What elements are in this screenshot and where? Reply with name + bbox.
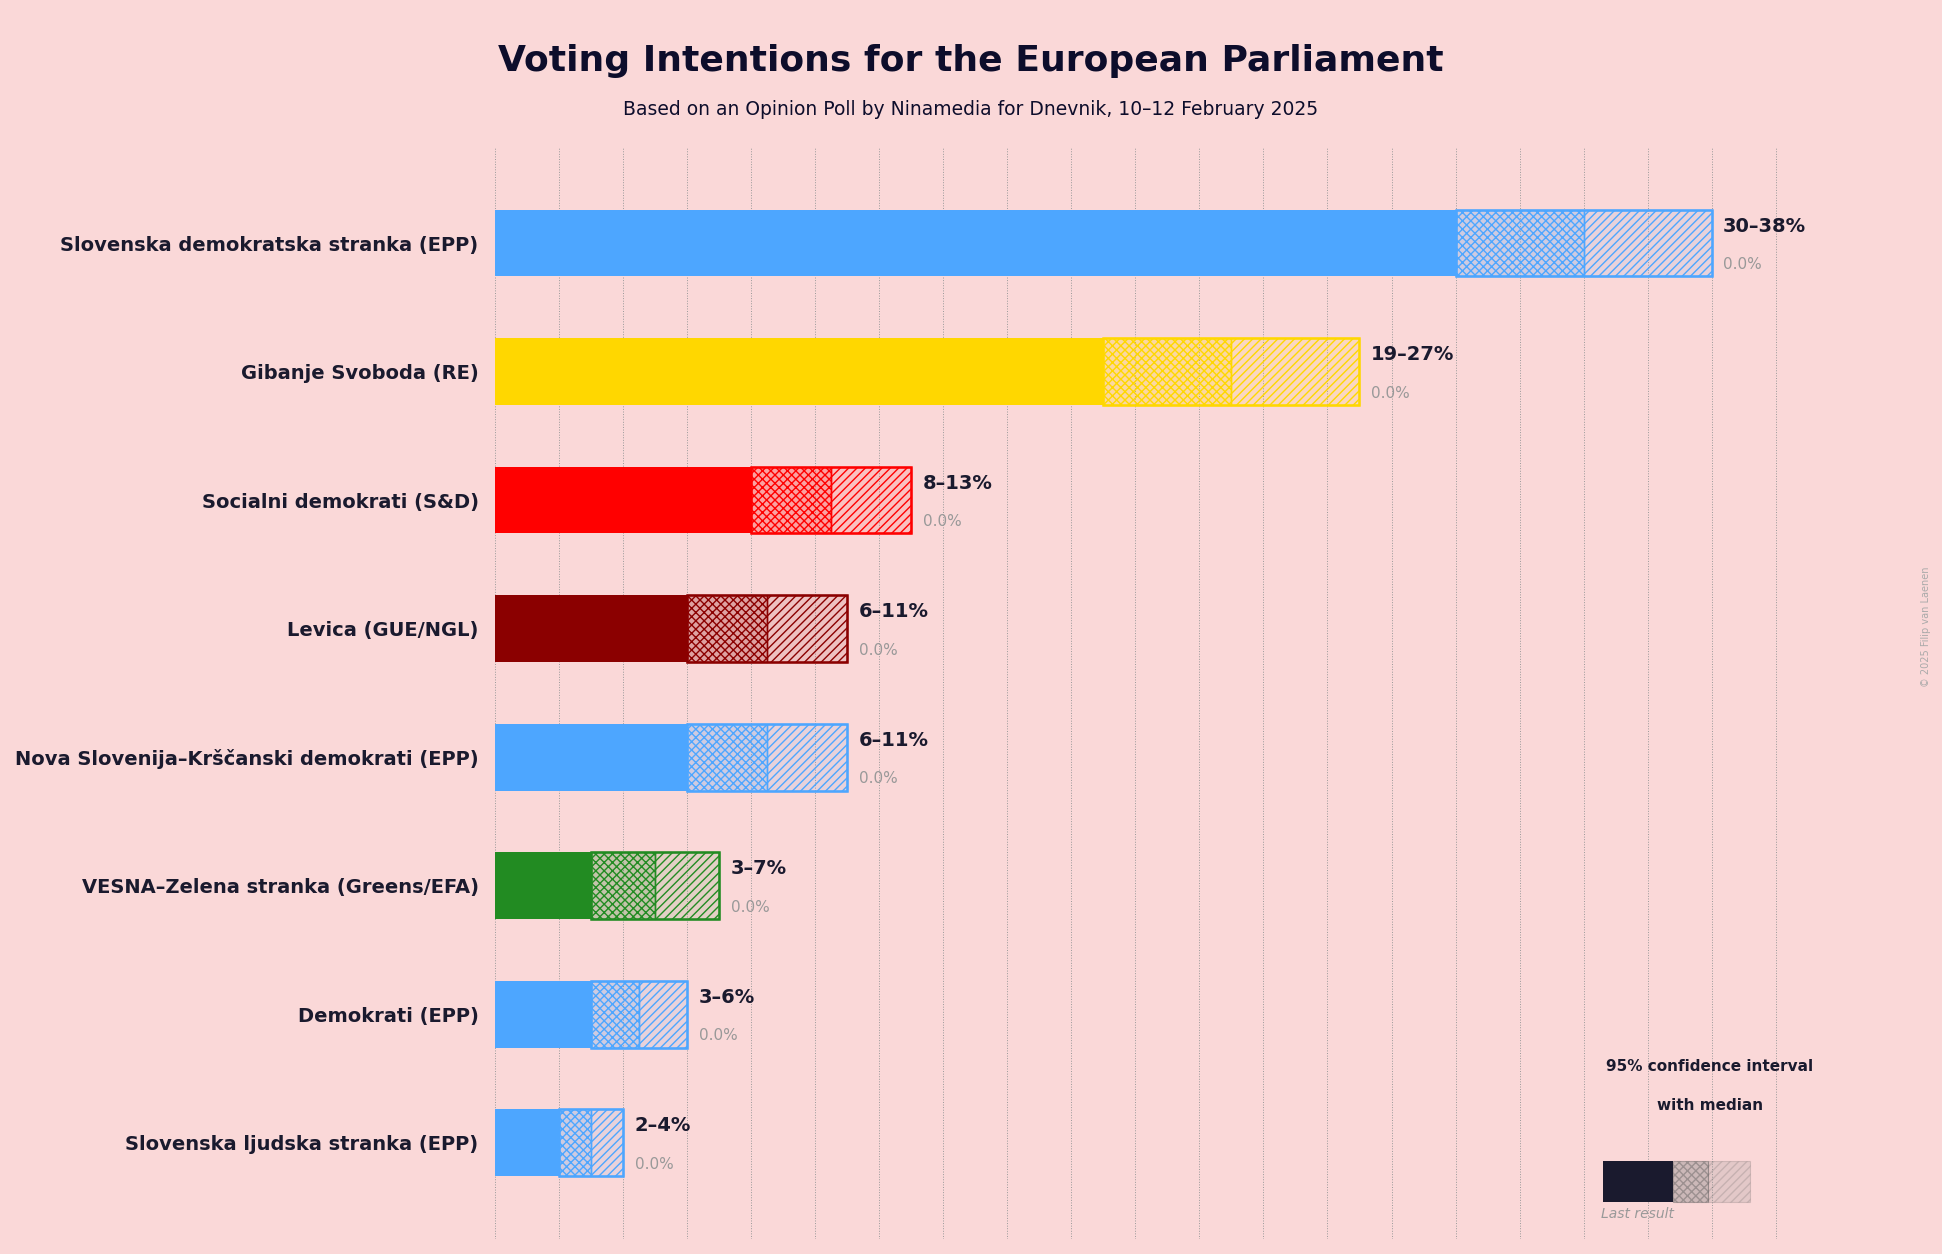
Bar (752, 466, 831, 533)
Text: 0.0%: 0.0% (1723, 257, 1761, 272)
Bar (1103, 339, 1231, 405)
Bar (1583, 209, 1711, 276)
Bar (590, 1110, 623, 1176)
Bar (1583, 209, 1711, 276)
Text: 0.0%: 0.0% (699, 1028, 738, 1043)
Text: 3–6%: 3–6% (699, 988, 755, 1007)
Text: 6–11%: 6–11% (858, 602, 928, 622)
Text: 0.0%: 0.0% (922, 514, 961, 529)
Text: 3–7%: 3–7% (730, 859, 787, 878)
Bar (687, 596, 767, 662)
Bar (495, 1110, 559, 1176)
Bar (831, 466, 911, 533)
Bar (639, 981, 687, 1047)
Text: 8–13%: 8–13% (922, 474, 992, 493)
Bar (1602, 1161, 1674, 1201)
Text: 2–4%: 2–4% (635, 1116, 691, 1135)
Text: Voting Intentions for the European Parliament: Voting Intentions for the European Parli… (499, 44, 1443, 78)
Bar (1231, 339, 1359, 405)
Bar (559, 1110, 590, 1176)
Text: 30–38%: 30–38% (1723, 217, 1806, 236)
Bar (495, 853, 590, 919)
Bar (495, 339, 1103, 405)
Bar (687, 724, 847, 790)
Bar (495, 724, 687, 790)
Text: 6–11%: 6–11% (858, 731, 928, 750)
Bar (559, 1110, 590, 1176)
Bar (1709, 1161, 1750, 1201)
Text: 0.0%: 0.0% (635, 1157, 674, 1172)
Bar (767, 724, 847, 790)
Bar (1103, 339, 1359, 405)
Text: with median: with median (1657, 1097, 1763, 1112)
Bar (687, 724, 767, 790)
Bar (1103, 339, 1231, 405)
Bar (590, 1110, 623, 1176)
Bar (495, 466, 752, 533)
Bar (1455, 209, 1583, 276)
Bar (767, 724, 847, 790)
Bar (590, 853, 719, 919)
Bar (495, 209, 1455, 276)
Bar (559, 1110, 623, 1176)
Bar (1231, 339, 1359, 405)
Bar (654, 853, 719, 919)
Bar (1455, 209, 1583, 276)
Text: Last result: Last result (1602, 1206, 1674, 1221)
Bar (831, 466, 911, 533)
Bar (752, 466, 911, 533)
Text: © 2025 Filip van Laenen: © 2025 Filip van Laenen (1921, 567, 1932, 687)
Text: 95% confidence interval: 95% confidence interval (1606, 1060, 1814, 1075)
Bar (767, 596, 847, 662)
Bar (495, 981, 590, 1047)
Bar (590, 981, 687, 1047)
Text: 0.0%: 0.0% (730, 900, 769, 915)
Bar (687, 724, 767, 790)
Bar (1674, 1161, 1709, 1201)
Text: 0.0%: 0.0% (1371, 386, 1410, 401)
Bar (752, 466, 831, 533)
Bar (1455, 209, 1711, 276)
Text: 0.0%: 0.0% (858, 771, 897, 786)
Bar (654, 853, 719, 919)
Text: 19–27%: 19–27% (1371, 345, 1455, 365)
Bar (639, 981, 687, 1047)
Bar (590, 853, 654, 919)
Bar (590, 981, 639, 1047)
Text: Based on an Opinion Poll by Ninamedia for Dnevnik, 10–12 February 2025: Based on an Opinion Poll by Ninamedia fo… (623, 100, 1319, 119)
Bar (767, 596, 847, 662)
Bar (687, 596, 767, 662)
Bar (495, 596, 687, 662)
Bar (687, 596, 847, 662)
Text: 0.0%: 0.0% (858, 643, 897, 658)
Bar (590, 981, 639, 1047)
Bar (590, 853, 654, 919)
